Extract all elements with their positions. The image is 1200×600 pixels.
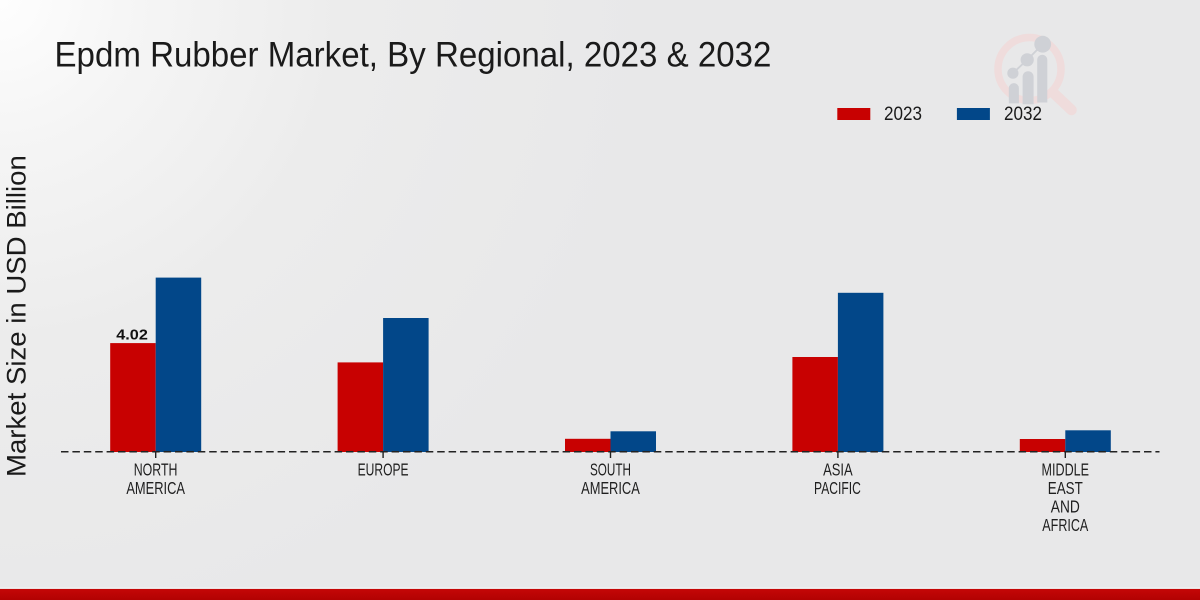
svg-text:AND: AND [1051, 498, 1080, 517]
svg-text:Market Size in USD Billion: Market Size in USD Billion [1, 155, 32, 477]
svg-text:AFRICA: AFRICA [1042, 516, 1088, 536]
svg-text:PACIFIC: PACIFIC [814, 479, 861, 499]
svg-text:AMERICA: AMERICA [126, 479, 185, 499]
svg-text:MIDDLE: MIDDLE [1042, 460, 1089, 480]
svg-text:EAST: EAST [1048, 479, 1083, 498]
svg-text:ASIA: ASIA [823, 460, 853, 479]
svg-text:Epdm Rubber Market, By Regiona: Epdm Rubber Market, By Regional, 2023 & … [55, 36, 772, 75]
svg-text:EUROPE: EUROPE [358, 460, 409, 480]
svg-text:2032: 2032 [1004, 103, 1042, 124]
svg-text:2023: 2023 [884, 103, 922, 124]
svg-text:SOUTH: SOUTH [590, 460, 631, 480]
svg-text:NORTH: NORTH [134, 460, 178, 480]
svg-text:4.02: 4.02 [116, 327, 148, 343]
svg-text:AMERICA: AMERICA [581, 479, 640, 499]
